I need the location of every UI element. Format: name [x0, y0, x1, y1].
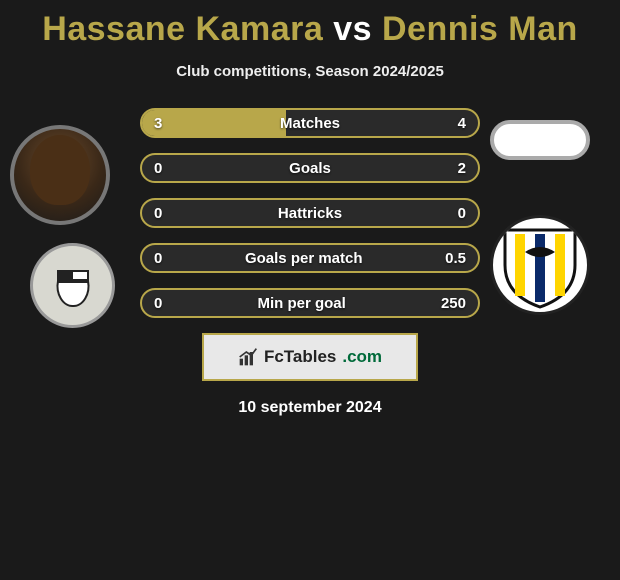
parma-crest-icon — [495, 220, 585, 310]
stat-value-left: 0 — [142, 160, 162, 177]
club2-crest — [490, 215, 590, 315]
club1-crest — [30, 243, 115, 328]
stat-value-right: 250 — [441, 295, 478, 312]
stat-label: Matches — [162, 115, 457, 132]
stat-row-goals-per-match: 0Goals per match0.5 — [140, 243, 480, 273]
player2-avatar — [490, 120, 590, 160]
stat-row-goals: 0Goals2 — [140, 153, 480, 183]
chart-icon — [238, 347, 258, 367]
stat-label: Goals — [162, 160, 457, 177]
stat-row-min-per-goal: 0Min per goal250 — [140, 288, 480, 318]
stat-value-left: 0 — [142, 295, 162, 312]
stat-value-right: 2 — [458, 160, 478, 177]
stat-value-left: 3 — [142, 115, 162, 132]
player1-avatar — [10, 125, 110, 225]
comparison-bars: 3Matches40Goals20Hattricks00Goals per ma… — [140, 108, 480, 318]
udinese-crest-icon — [38, 251, 108, 321]
comparison-title: Hassane Kamara vs Dennis Man — [0, 0, 620, 49]
stat-row-hattricks: 0Hattricks0 — [140, 198, 480, 228]
player1-name: Hassane Kamara — [42, 10, 323, 48]
watermark-text1: FcTables — [264, 347, 336, 367]
stat-label: Min per goal — [162, 295, 441, 312]
stat-value-left: 0 — [142, 250, 162, 267]
stat-value-right: 0.5 — [445, 250, 478, 267]
right-avatars — [490, 120, 610, 315]
stat-label: Goals per match — [162, 250, 445, 267]
vs-text: vs — [333, 10, 372, 48]
stat-value-left: 0 — [142, 205, 162, 222]
player2-name: Dennis Man — [382, 10, 578, 48]
date-text: 10 september 2024 — [0, 399, 620, 417]
stat-value-right: 0 — [458, 205, 478, 222]
watermark-text2: .com — [342, 347, 382, 367]
stat-value-right: 4 — [458, 115, 478, 132]
stat-label: Hattricks — [162, 205, 457, 222]
left-avatars — [10, 125, 130, 328]
stat-row-matches: 3Matches4 — [140, 108, 480, 138]
subtitle: Club competitions, Season 2024/2025 — [0, 63, 620, 80]
watermark: FcTables .com — [202, 333, 418, 381]
